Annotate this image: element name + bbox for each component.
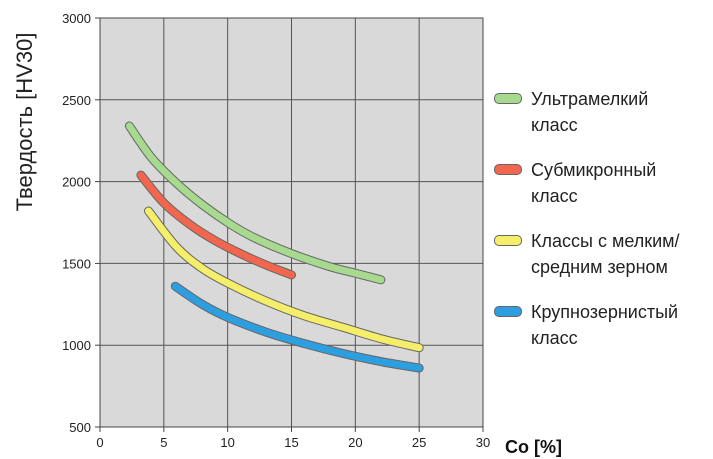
legend-swatch-coarse bbox=[494, 306, 522, 317]
y-tick-label: 2000 bbox=[62, 175, 91, 190]
legend-label-coarse: Крупнозернистый класс bbox=[531, 302, 679, 348]
legend-label-submicron: Субмикронный класс bbox=[531, 160, 657, 206]
legend-swatch-fine-medium bbox=[494, 235, 522, 246]
x-tick-labels: 0 5 10 15 20 25 30 bbox=[96, 435, 490, 450]
y-tick-labels: 500 1000 1500 2000 2500 3000 bbox=[62, 11, 91, 435]
x-tick-label: 25 bbox=[412, 435, 426, 450]
legend-label-ultrafine: Ультрамелкий класс bbox=[531, 89, 649, 135]
legend: Ультрамелкий класс Субмикронный класс Кл… bbox=[494, 86, 709, 370]
legend-swatch-submicron bbox=[494, 164, 522, 175]
legend-item-coarse: Крупнозернистый класс bbox=[494, 299, 709, 351]
legend-item-submicron: Субмикронный класс bbox=[494, 157, 709, 209]
series-line bbox=[137, 171, 295, 279]
x-tick-label: 5 bbox=[160, 435, 167, 450]
series-layer bbox=[124, 121, 424, 373]
y-axis-label: Твердость [HV30] bbox=[12, 33, 37, 212]
x-axis-label: Co [%] bbox=[505, 437, 562, 457]
series-line bbox=[171, 282, 423, 372]
x-tick-label: 10 bbox=[220, 435, 234, 450]
x-tick-label: 0 bbox=[96, 435, 103, 450]
legend-item-fine-medium: Классы с мелким/ средним зерном bbox=[494, 228, 709, 280]
y-tick-label: 1000 bbox=[62, 338, 91, 353]
x-tick-label: 20 bbox=[348, 435, 362, 450]
x-tick-label: 15 bbox=[284, 435, 298, 450]
series-line bbox=[145, 207, 423, 352]
legend-label-fine-medium: Классы с мелким/ средним зерном bbox=[531, 231, 680, 277]
series-0 bbox=[124, 121, 386, 285]
legend-item-ultrafine: Ультрамелкий класс bbox=[494, 86, 709, 138]
series-2 bbox=[144, 206, 424, 353]
y-tick-label: 1500 bbox=[62, 256, 91, 271]
legend-swatch-ultrafine bbox=[494, 93, 522, 104]
plot-frame bbox=[99, 17, 484, 428]
y-tick-label: 500 bbox=[69, 420, 91, 435]
series-1 bbox=[136, 170, 296, 280]
series-3 bbox=[170, 281, 424, 373]
y-tick-label: 3000 bbox=[62, 11, 91, 26]
y-tick-label: 2500 bbox=[62, 93, 91, 108]
series-line bbox=[125, 122, 385, 284]
x-tick-label: 30 bbox=[476, 435, 490, 450]
